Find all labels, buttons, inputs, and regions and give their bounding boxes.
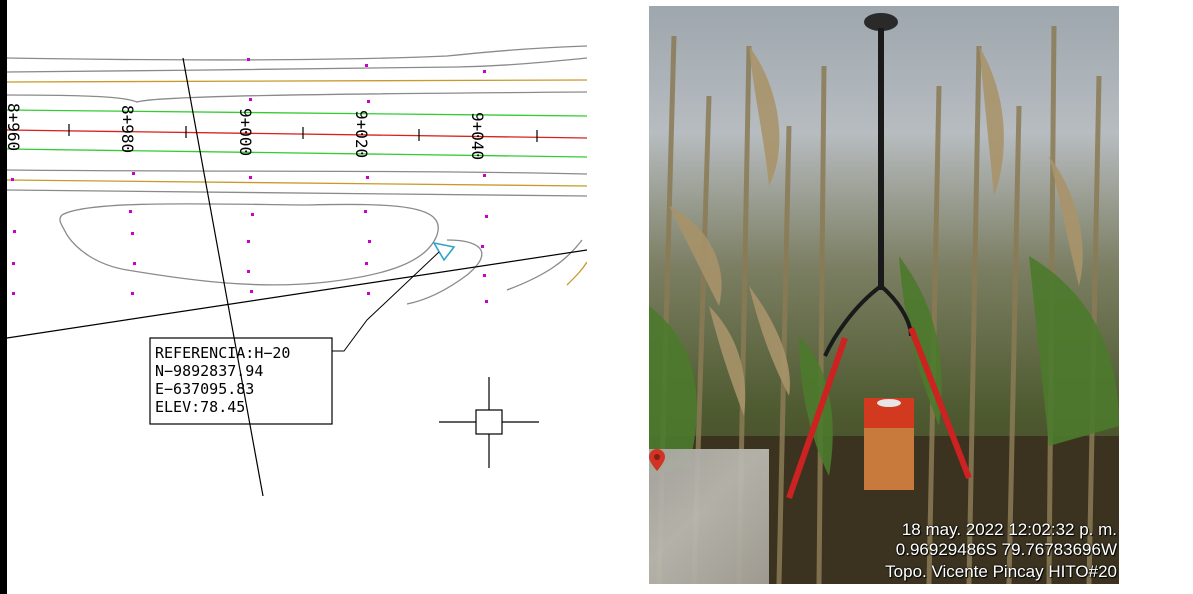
contour-line (59, 203, 439, 286)
map-inset (649, 449, 769, 584)
border-line (7, 79, 587, 83)
crossing-line (182, 57, 264, 497)
contour-line (566, 261, 587, 286)
cad-drawing: 8+960 8+980 9+000 9+020 9+040 REFERENCIA… (7, 45, 587, 497)
contour-line (406, 239, 483, 305)
elevation-label: ELEV:78.45 (155, 398, 245, 416)
reference-box (149, 337, 333, 425)
offset-line-top (7, 109, 587, 117)
tripod-leg (786, 337, 848, 499)
leader-line (332, 251, 440, 352)
contour-line (7, 57, 587, 73)
contour-line (7, 45, 587, 61)
tripod-leg (908, 326, 972, 480)
survey-points (11, 58, 488, 303)
station-label: 8+960 (7, 103, 23, 151)
axis-ticks (68, 124, 538, 142)
station-label: 9+000 (236, 108, 255, 156)
northing-label: N−9892837.94 (155, 362, 263, 380)
station-label: 9+020 (352, 110, 371, 158)
contour-line (506, 239, 583, 291)
contour-line (7, 91, 587, 103)
field-photo: 18 may. 2022 12:02:32 p. m. 0.96929486S … (649, 6, 1119, 584)
offset-line-bottom (7, 148, 587, 158)
border-line (7, 179, 587, 187)
baseline (7, 249, 587, 339)
left-border (0, 0, 7, 594)
reference-label: REFERENCIA:H−20 (155, 344, 290, 362)
photo-timestamp: 18 may. 2022 12:02:32 p. m. (901, 520, 1117, 539)
survey-pole (878, 28, 884, 290)
station-label: 8+980 (118, 105, 137, 153)
photo-coordinates: 0.96929486S 79.76783696W (895, 540, 1117, 559)
photo-author: Topo. Vicente Pincay HITO#20 (885, 562, 1117, 581)
location-pin-icon (649, 449, 665, 471)
gps-antenna (864, 13, 898, 31)
station-label: 9+040 (468, 112, 487, 160)
reference-marker-triangle (432, 241, 456, 262)
crosshair-icon (439, 377, 539, 468)
easting-label: E−637095.83 (155, 380, 254, 398)
contour-line (7, 189, 587, 197)
axis-line (7, 129, 587, 139)
contour-line (7, 169, 587, 175)
